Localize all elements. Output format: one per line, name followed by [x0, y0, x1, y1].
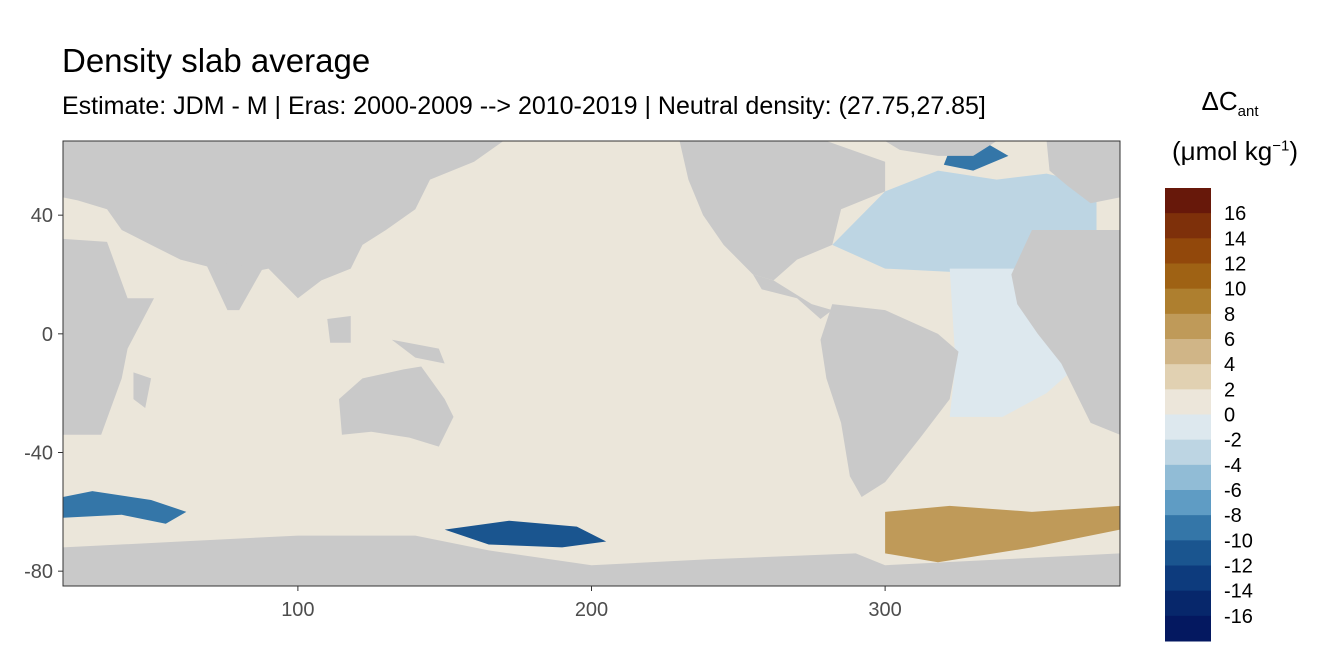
- land-greenland: [885, 141, 997, 156]
- land-africa-west: [1011, 230, 1120, 435]
- legend-swatch: [1165, 515, 1211, 541]
- y-tick-label: 40: [31, 205, 53, 227]
- legend-swatch: [1165, 313, 1211, 340]
- legend-label: -14: [1224, 581, 1253, 603]
- legend-label: 2: [1224, 379, 1235, 401]
- legend-swatch: [1165, 540, 1211, 566]
- legend-swatch: [1165, 464, 1211, 491]
- legend-label: 12: [1224, 254, 1246, 276]
- legend-swatch: [1165, 339, 1211, 365]
- land-borneo: [327, 316, 351, 343]
- land-india: [203, 259, 263, 311]
- land-africa: [63, 238, 155, 435]
- y-tick-label: -40: [24, 443, 53, 465]
- legend-swatch: [1165, 565, 1211, 592]
- legend-label: -12: [1224, 556, 1253, 578]
- legend-unit-prefix: (μmol kg: [1172, 136, 1273, 166]
- land-mask: [63, 141, 1120, 586]
- legend-unit-suffix: ): [1289, 136, 1298, 166]
- legend-label: 6: [1224, 329, 1235, 351]
- legend-label: -6: [1224, 480, 1242, 502]
- map-panel: [63, 141, 1120, 586]
- legend-label: -8: [1224, 505, 1242, 527]
- legend-label: -10: [1224, 530, 1253, 552]
- land-south-america: [820, 304, 959, 497]
- legend-swatch: [1165, 590, 1211, 617]
- land-north-america: [679, 141, 886, 281]
- region-weddell-sea-sector: [885, 505, 1120, 563]
- legend-label: 14: [1224, 228, 1246, 250]
- legend-unit-exponent: −1: [1272, 137, 1290, 155]
- x-tick-label: 300: [868, 599, 901, 621]
- land-europe-east: [1046, 141, 1120, 204]
- legend-swatch: [1165, 615, 1211, 642]
- legend-label: -2: [1224, 430, 1242, 452]
- x-tick-label: 200: [575, 599, 608, 621]
- legend-label: -4: [1224, 455, 1242, 477]
- legend-swatch: [1165, 263, 1211, 290]
- legend-unit: (μmol kg−1): [1150, 136, 1320, 167]
- legend-label: 4: [1224, 354, 1235, 376]
- legend-title-symbol: ΔC: [1201, 86, 1238, 116]
- legend-label: 8: [1224, 304, 1235, 326]
- region-southern-indian-sector: [63, 491, 187, 524]
- legend-swatch: [1165, 364, 1211, 390]
- land-antarctica: [63, 535, 1120, 586]
- colorbar-legend: 16 14 12 10 8 6 4 2 0 -2 -4 -6 -8 -10 -12 -14 -16: [1165, 188, 1253, 642]
- legend-swatch: [1165, 490, 1211, 516]
- legend-label: 0: [1224, 405, 1235, 427]
- chart-subtitle: Estimate: JDM - M | Eras: 2000-2009 --> …: [62, 92, 986, 120]
- legend-label: 10: [1224, 279, 1246, 301]
- land-madagascar: [133, 372, 152, 408]
- legend-swatch: [1165, 288, 1211, 315]
- legend-swatch: [1165, 414, 1211, 441]
- legend-label: -16: [1224, 606, 1253, 628]
- legend-swatch: [1165, 439, 1211, 466]
- y-tick-label: -80: [24, 561, 53, 583]
- chart-title: Density slab average: [62, 42, 371, 79]
- legend-swatch: [1165, 238, 1211, 264]
- legend-label: 16: [1224, 203, 1246, 225]
- y-tick-label: 0: [42, 324, 53, 346]
- land-australia: [338, 366, 454, 447]
- region-ross-sea-margin: [444, 520, 607, 548]
- land-central-america: [752, 274, 833, 319]
- legend-title-subscript: ant: [1237, 103, 1259, 121]
- land-new-guinea: [391, 339, 445, 364]
- legend-swatch: [1165, 213, 1211, 239]
- x-tick-label: 100: [281, 599, 314, 621]
- legend-swatch: [1165, 389, 1211, 415]
- legend-swatch: [1165, 188, 1211, 214]
- legend-title: ΔCant: [1150, 86, 1310, 120]
- land-eurasia: [63, 141, 504, 299]
